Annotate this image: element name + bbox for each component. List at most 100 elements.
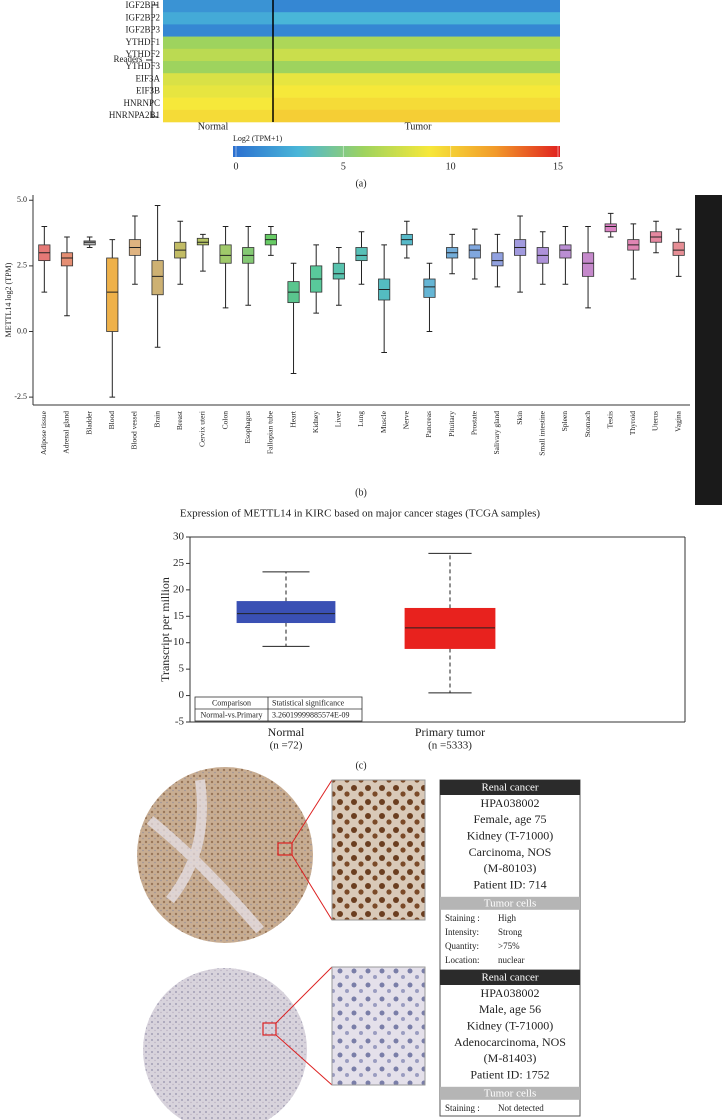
- column-label: Normal: [198, 121, 229, 132]
- x-tick-label: Normal: [268, 725, 305, 739]
- heat-cell: [163, 73, 273, 86]
- heat-cell: [273, 12, 560, 25]
- y-tick-label: 25: [173, 557, 185, 569]
- row-label: IGF2BP2: [125, 12, 160, 22]
- row-label: HNRNPA2B1: [109, 110, 160, 120]
- x-tick-label: Lung: [356, 411, 365, 427]
- x-tick-label: Breast: [175, 410, 184, 430]
- heat-cell: [273, 24, 560, 37]
- card-line: HPA038002: [481, 796, 540, 810]
- row-label: YTHDF2: [125, 49, 160, 59]
- y-tick-label: 30: [173, 531, 185, 543]
- x-tick-label: Blood: [107, 411, 116, 430]
- x-tick-label: Adipose tissue: [39, 410, 48, 455]
- y-tick-label: 10: [173, 636, 185, 648]
- x-tick-label: Small intestine: [537, 410, 546, 455]
- table-cell: 3.26019999885574E-09: [272, 710, 350, 719]
- row-label: IGF2BP3: [125, 25, 160, 35]
- heat-cell: [163, 0, 273, 13]
- heat-cell: [273, 0, 560, 13]
- box: [219, 244, 232, 264]
- group-label: Readers: [114, 54, 143, 64]
- section-bg: [440, 896, 580, 910]
- x-tick-label: Testis: [605, 411, 614, 428]
- x-tick-label: Muscle: [379, 410, 388, 433]
- chart-title: Expression of METTL14 in KIRC based on m…: [180, 508, 541, 520]
- heat-cell: [163, 85, 273, 98]
- box: [491, 252, 504, 267]
- heat-cell: [273, 61, 560, 74]
- field-value: Not detected: [498, 1103, 544, 1113]
- section-header: Tumor cells: [484, 1087, 536, 1099]
- x-tick-label: Skin: [515, 411, 524, 425]
- y-tick-label: 5: [179, 663, 185, 675]
- x-tick-label: Brain: [152, 411, 161, 428]
- section-bg: [440, 1086, 580, 1100]
- x-tick-label: Nerve: [402, 410, 411, 429]
- box: [581, 252, 595, 277]
- heat-cell: [273, 109, 560, 123]
- box: [332, 262, 345, 280]
- group-bracket: [146, 4, 158, 118]
- field-value: High: [498, 913, 517, 923]
- y-tick-label: 15: [173, 610, 185, 622]
- card-line: Patient ID: 1752: [470, 1067, 549, 1081]
- card-header-bg: [440, 780, 580, 795]
- box: [423, 278, 436, 298]
- field-label: Quantity:: [445, 941, 479, 951]
- row-label: YTHDF1: [125, 37, 160, 47]
- card-line: Carcinoma, NOS: [469, 845, 552, 859]
- y-tick-label: 20: [173, 583, 185, 595]
- y-axis-label: Transcript per million: [158, 577, 172, 682]
- x-tick-label: Blood vessel: [130, 411, 139, 450]
- heat-cell: [273, 85, 560, 98]
- card-header-bg: [440, 970, 580, 985]
- heat-cell: [273, 36, 560, 50]
- heat-cell: [273, 73, 560, 86]
- table-cell: Statistical significance: [272, 698, 345, 707]
- x-tick-label: Pituitary: [447, 411, 456, 437]
- x-tick-label: Adrenal gland: [62, 411, 71, 454]
- box: [60, 252, 74, 267]
- row-label: IGF2BP1: [125, 0, 160, 10]
- heat-cell: [273, 97, 560, 111]
- x-tick-label: Cervix uteri: [198, 411, 207, 447]
- row-label: EIF3A: [136, 73, 161, 83]
- colorbar-tick-label: 10: [446, 161, 456, 172]
- x-tick-label: Fallopian tube: [266, 410, 275, 454]
- x-tick-label: Primary tumor: [415, 725, 485, 739]
- y-axis-label: METTL14 log2 (TPM): [4, 262, 13, 337]
- x-tick-label: Esophagus: [243, 411, 252, 444]
- x-tick-label: Thyroid: [628, 411, 637, 435]
- x-tick-label: Vagina: [673, 410, 682, 431]
- row-label: EIF3B: [136, 86, 160, 96]
- row-label: YTHDF3: [125, 61, 160, 71]
- colorbar-tick-label: 5: [341, 161, 346, 172]
- field-value: Strong: [498, 927, 523, 937]
- panel-label: (b): [355, 487, 367, 498]
- box: [151, 260, 164, 296]
- box: [404, 607, 496, 649]
- heat-cell: [273, 48, 560, 62]
- y-tick-label: 2.5: [17, 261, 27, 270]
- card-frame: [439, 779, 581, 972]
- field-label: Staining :: [445, 1103, 480, 1113]
- box: [83, 240, 96, 246]
- colorbar-tick-label: 0: [234, 161, 239, 172]
- x-tick-label: Pancreas: [424, 411, 433, 438]
- colorbar-label: Log2 (TPM+1): [233, 134, 283, 143]
- x-tick-label: Spleen: [560, 411, 569, 432]
- field-label: Location:: [445, 955, 480, 965]
- tissue-image: [143, 966, 426, 1120]
- y-tick-label: 0: [179, 689, 185, 701]
- field-value: nuclear: [498, 955, 524, 965]
- heat-cell: [163, 12, 273, 25]
- x-tick-label: Colon: [220, 411, 229, 430]
- box: [672, 241, 685, 256]
- column-label: Tumor: [405, 121, 433, 132]
- heat-cell: [163, 36, 273, 50]
- y-tick-label: 0.0: [17, 326, 27, 335]
- x-tick-label: Uterus: [651, 411, 660, 431]
- card-line: Female, age 75: [474, 812, 547, 826]
